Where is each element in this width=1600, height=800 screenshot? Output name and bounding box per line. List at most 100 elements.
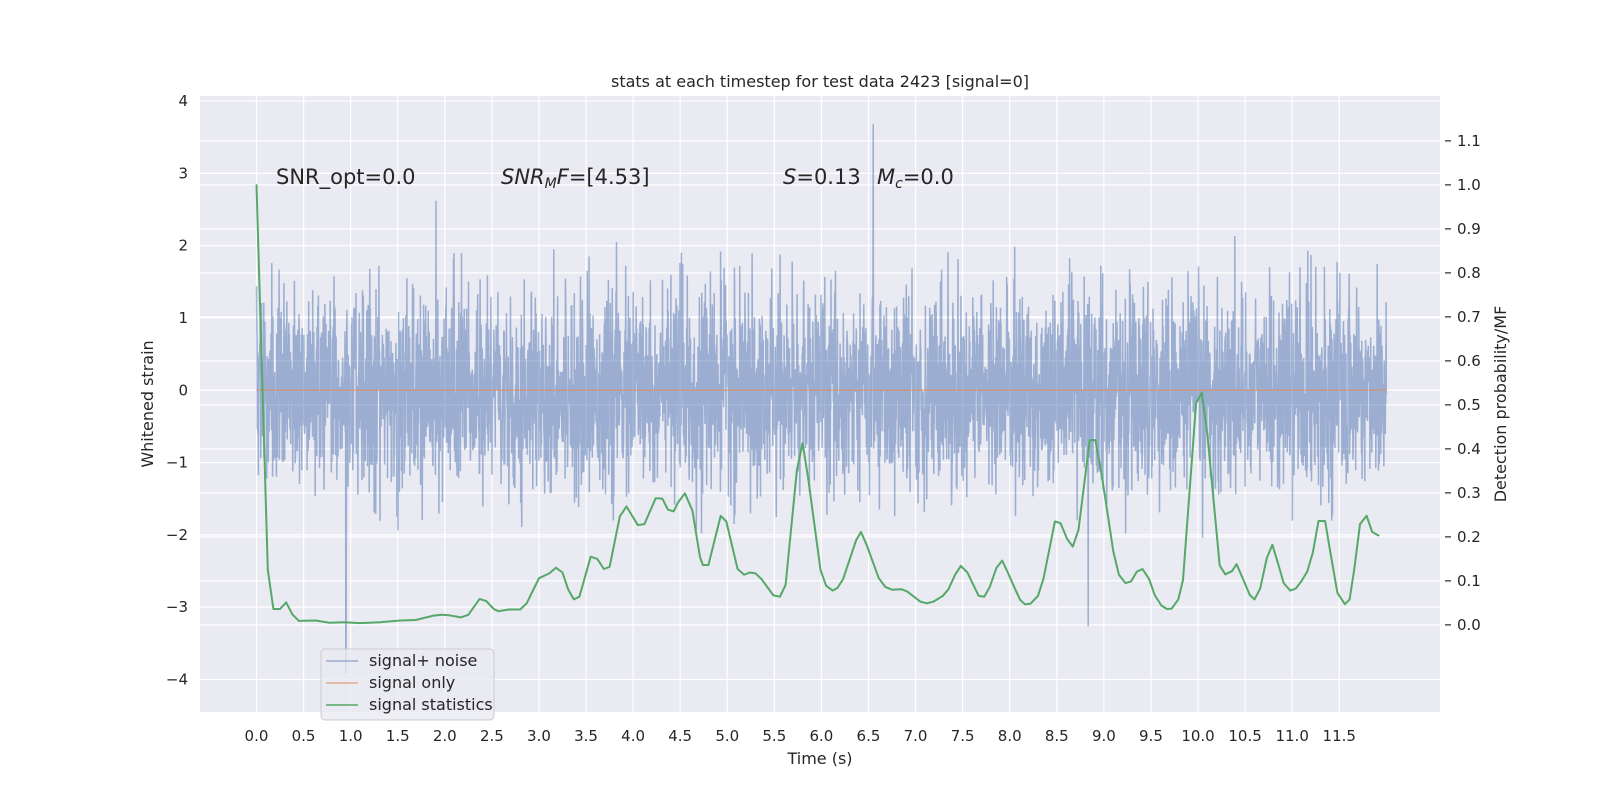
x-tick-label: 11.0 <box>1275 727 1308 745</box>
signal-statistics-point <box>1241 576 1244 579</box>
signal-statistics-point <box>1124 582 1127 584</box>
signal-statistics-point <box>1259 587 1261 590</box>
signal-statistics-point <box>1336 591 1339 594</box>
x-tick-label: 0.5 <box>292 727 316 745</box>
x-tick-label: 8.5 <box>1045 727 1069 745</box>
signal-statistics-point <box>1066 538 1068 540</box>
signal-statistics-point <box>315 619 317 622</box>
x-axis-label: Time (s) <box>786 749 852 768</box>
y-right-tick-label: 0.5 <box>1457 396 1481 414</box>
signal-statistics-point <box>1317 520 1320 522</box>
signal-statistics-point <box>1072 545 1074 548</box>
signal-statistics-point <box>272 608 275 610</box>
signal-statistics-point <box>736 568 739 570</box>
signal-statistics-point <box>947 588 950 591</box>
signal-statistics-point <box>255 184 258 186</box>
y-left-tick-label: 0 <box>178 381 188 399</box>
signal-statistics-point <box>865 544 868 546</box>
signal-statistics-point <box>561 571 564 574</box>
signal-statistics-point <box>906 590 908 593</box>
x-tick-label: 11.5 <box>1323 727 1356 745</box>
signal-statistics-point <box>1235 563 1238 565</box>
signal-statistics-point <box>684 492 686 495</box>
signal-statistics-point <box>1054 520 1056 523</box>
x-tick-label: 1.5 <box>386 727 410 745</box>
signal-statistics-point <box>1130 580 1132 583</box>
signal-statistics-point <box>743 573 746 576</box>
annotation-snr-mf: SNRMF=[4.53] <box>501 165 650 192</box>
signal-statistics-point <box>754 572 757 575</box>
signal-statistics-point <box>1218 564 1221 567</box>
signal-statistics-point <box>836 587 839 589</box>
signal-statistics-point <box>508 608 510 611</box>
signal-statistics-point <box>942 595 944 597</box>
signal-statistics-point <box>919 600 922 603</box>
x-tick-label: 6.0 <box>809 727 833 745</box>
signal-statistics-point <box>285 601 287 604</box>
signal-statistics-point <box>608 566 611 568</box>
signal-statistics-point <box>1359 523 1361 525</box>
signal-statistics-point <box>1282 582 1285 584</box>
y-left-tick-label: 2 <box>178 237 188 255</box>
signal-statistics-point <box>497 610 500 613</box>
signal-statistics-point <box>807 477 810 480</box>
signal-statistics-point <box>1141 568 1144 570</box>
signal-statistics-point <box>1112 550 1115 553</box>
signal-statistics-point <box>643 523 646 525</box>
x-tick-label: 1.0 <box>339 727 363 745</box>
signal-statistics-point <box>1077 529 1080 531</box>
y-right-tick-label: 0.7 <box>1457 308 1481 326</box>
signal-statistics-point <box>699 556 701 558</box>
signal-statistics-point <box>1166 608 1168 610</box>
y-right-tick-label: 1.0 <box>1457 176 1481 194</box>
y-right-tick-label: 0.6 <box>1457 352 1481 370</box>
signal-statistics-point <box>855 539 858 541</box>
signal-statistics-point <box>891 588 893 591</box>
annotation-s: S=0.13 <box>783 165 861 189</box>
signal-statistics-point <box>1014 588 1017 591</box>
signal-statistics-point <box>447 614 450 616</box>
signal-statistics-point <box>989 585 991 588</box>
signal-statistics-point <box>279 608 281 610</box>
signal-statistics-point <box>578 595 581 598</box>
y-right-tick-label: 0.1 <box>1457 572 1481 590</box>
signal-statistics-point <box>1088 439 1091 441</box>
signal-statistics-point <box>1019 599 1021 601</box>
signal-statistics-point <box>667 508 669 511</box>
y-right-axis-ticks: 0.0 0.1 0.2 0.3 0.4 0.5 0.6 0.7 0.8 0.9 1.0 1.1 <box>1445 132 1481 634</box>
signal-statistics-point <box>677 501 680 503</box>
signal-statistics-point <box>555 566 557 569</box>
signal-statistics-point <box>328 621 330 624</box>
signal-statistics-point <box>589 555 592 558</box>
legend-label-signal-statistics: signal statistics <box>369 695 493 714</box>
legend-label-signal-plus-noise: signal+ noise <box>369 651 477 670</box>
signal-statistics-point <box>977 595 980 597</box>
signal-statistics-point <box>603 568 605 570</box>
snr-mf-subscript: M <box>545 176 557 192</box>
signal-statistics-point <box>460 616 462 619</box>
x-tick-label: 3.5 <box>574 727 598 745</box>
signal-statistics-point <box>1148 578 1150 580</box>
signal-statistics-point <box>1295 587 1297 590</box>
y-left-tick-label: −3 <box>166 598 188 616</box>
y-left-tick-label: 1 <box>178 309 188 327</box>
signal-statistics-point <box>884 586 887 588</box>
signal-statistics-point <box>1253 598 1256 601</box>
s-symbol: S <box>783 165 796 189</box>
y-right-tick-label: 0.8 <box>1457 264 1481 282</box>
signal-plus-noise-line <box>255 124 1388 673</box>
chart-title: stats at each timestep for test data 242… <box>611 72 1029 91</box>
signal-statistics-point <box>661 497 664 500</box>
signal-statistics-point <box>719 514 722 517</box>
x-axis-ticks: 0.0 0.5 1.0 1.5 2.0 2.5 3.0 3.5 4.0 4.5 5.0 5.5 6.0 6… <box>245 727 1356 745</box>
snr-mf-tail: F <box>557 165 570 189</box>
signal-statistics-point <box>1231 570 1233 572</box>
signal-statistics-point <box>485 600 488 602</box>
signal-statistics-point <box>1306 570 1309 573</box>
x-tick-label: 8.0 <box>998 727 1022 745</box>
signal-statistics-point <box>1378 534 1380 537</box>
x-tick-label: 5.0 <box>715 727 739 745</box>
signal-statistics-point <box>1329 554 1332 556</box>
signal-statistics-point <box>1037 595 1039 597</box>
x-tick-label: 5.5 <box>762 727 786 745</box>
